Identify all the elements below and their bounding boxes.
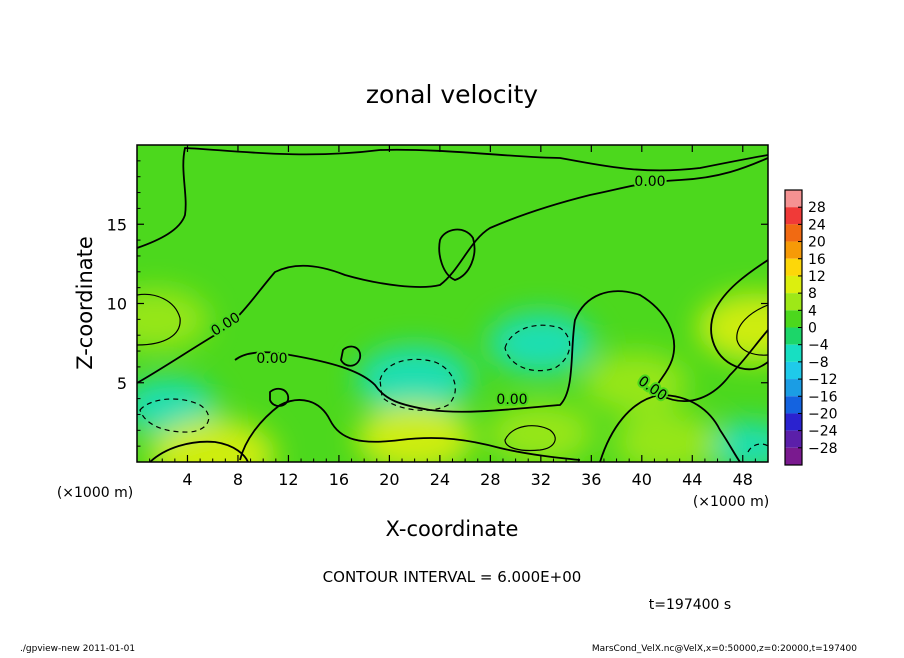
x-axis-ticks: 4 8 12 16 20 24 28 32 36 40 44 48 bbox=[149, 145, 769, 489]
contour-label: 0.00 bbox=[256, 351, 287, 367]
plot-area: 0.000.000.000.000.00 4 8 12 16 20 24 28 32 36 40 4… bbox=[107, 144, 769, 489]
contour-interval-label: CONTOUR INTERVAL = 6.000E+00 bbox=[323, 568, 582, 586]
footer-source: MarsCond_VelX.nc@VelX,x=0:50000,z=0:2000… bbox=[592, 644, 857, 654]
zero-contour-upper bbox=[137, 147, 768, 249]
field-high-7 bbox=[356, 404, 473, 462]
colorbar-label: 12 bbox=[808, 269, 826, 285]
colorbar-label: 0 bbox=[808, 321, 817, 337]
field-low-0 bbox=[356, 345, 473, 414]
x-tick-label: 36 bbox=[581, 470, 601, 489]
zero-contour-isle-b bbox=[340, 345, 362, 367]
positive-contours bbox=[137, 293, 768, 452]
field-high-6 bbox=[149, 418, 276, 462]
field-high-9 bbox=[614, 411, 721, 462]
velocity-field: 0.000.000.000.000.00 bbox=[137, 147, 768, 462]
colorbar-bin bbox=[785, 447, 802, 465]
zero-contour-bottom-right bbox=[599, 394, 741, 462]
colorbar-label: 24 bbox=[808, 217, 826, 233]
colorbar-label: −28 bbox=[808, 441, 838, 457]
x-tick-label: 8 bbox=[233, 470, 243, 489]
colorbar-bin bbox=[785, 310, 802, 328]
colorbar-bin bbox=[785, 275, 802, 294]
field-high-10 bbox=[582, 351, 689, 414]
zero-contour-bottom-left bbox=[149, 440, 249, 462]
colorbar-label: −12 bbox=[808, 372, 838, 388]
x-tick-label: 40 bbox=[632, 470, 652, 489]
colorbar-bin bbox=[785, 207, 802, 225]
pos-contour-left bbox=[137, 293, 181, 346]
colorbar-label: 28 bbox=[808, 200, 826, 216]
neg-contour-left bbox=[139, 398, 210, 433]
negative-contours bbox=[139, 324, 768, 453]
zero-contour-right bbox=[710, 259, 768, 371]
colorbar-bin bbox=[785, 430, 802, 448]
field-low-1 bbox=[487, 312, 594, 375]
colorbar-label: −8 bbox=[808, 355, 829, 371]
contour-lines bbox=[137, 147, 768, 462]
colorbar-bin bbox=[785, 241, 802, 259]
colorbar-bin bbox=[785, 344, 802, 362]
colorbar-label: 4 bbox=[808, 303, 817, 319]
x-tick-label: 12 bbox=[278, 470, 298, 489]
y-tick-label: 10 bbox=[107, 295, 127, 314]
y-axis-label: Z-coordinate bbox=[73, 236, 97, 370]
x-tick-label: 44 bbox=[682, 470, 702, 489]
x-tick-label: 28 bbox=[480, 470, 500, 489]
colorbar-label: 16 bbox=[808, 252, 826, 268]
colorbar-bin bbox=[785, 327, 802, 345]
colorbar-bin bbox=[785, 413, 802, 431]
zero-contour-isle-c bbox=[269, 387, 290, 407]
neg-contour-center bbox=[379, 358, 456, 411]
chart-title: zonal velocity bbox=[366, 80, 538, 109]
x-tick-label: 32 bbox=[531, 470, 551, 489]
x-tick-label: 4 bbox=[182, 470, 192, 489]
x-tick-label: 20 bbox=[379, 470, 399, 489]
time-label: t=197400 s bbox=[649, 597, 731, 613]
neg-contour-bottom-right bbox=[747, 443, 768, 453]
neg-contour-right-center bbox=[504, 324, 571, 372]
x-tick-label: 24 bbox=[430, 470, 450, 489]
contour-label: 0.00 bbox=[496, 392, 527, 408]
footer-program: ./gpview-new 2011-01-01 bbox=[20, 644, 135, 654]
x-unit-label: (×1000 m) bbox=[693, 494, 769, 510]
y-axis-ticks: 5 10 15 bbox=[107, 160, 768, 447]
zero-contour-main bbox=[137, 157, 768, 384]
y-unit-label: (×1000 m) bbox=[57, 485, 133, 501]
zero-contour-isle-a bbox=[438, 228, 476, 281]
x-axis-label: X-coordinate bbox=[386, 517, 519, 541]
colorbar-bin bbox=[785, 258, 802, 276]
colorbar-bin bbox=[785, 379, 802, 397]
colorbar-bin bbox=[785, 361, 802, 380]
pos-contour-right bbox=[736, 304, 768, 356]
colorbar-label: −4 bbox=[808, 338, 829, 354]
y-tick-label: 15 bbox=[107, 215, 127, 234]
colorbar-bin bbox=[785, 293, 802, 311]
x-tick-label: 48 bbox=[733, 470, 753, 489]
y-tick-label: 5 bbox=[117, 374, 127, 393]
colorbar-bin bbox=[785, 396, 802, 414]
field-high-8 bbox=[487, 402, 594, 462]
colorbar-label: −24 bbox=[808, 424, 838, 440]
colorbar-label: −16 bbox=[808, 389, 838, 405]
colorbar-bin bbox=[785, 190, 802, 208]
colorbar-label: 8 bbox=[808, 286, 817, 302]
x-tick-label: 16 bbox=[329, 470, 349, 489]
field-high-4 bbox=[137, 288, 209, 351]
colorbar-bin bbox=[785, 224, 802, 242]
colorbar-label: −20 bbox=[808, 406, 838, 422]
zero-contour-mid bbox=[234, 290, 768, 413]
pos-contour-bottom bbox=[504, 425, 556, 452]
contour-label: 0.00 bbox=[634, 174, 665, 190]
colorbar-label: 20 bbox=[808, 235, 826, 251]
